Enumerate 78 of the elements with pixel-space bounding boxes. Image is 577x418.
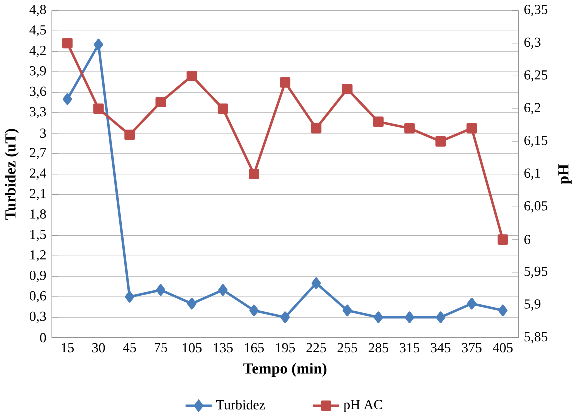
legend-label: pH AC: [344, 400, 382, 412]
x-tick-label: 405: [493, 343, 513, 353]
point: [374, 312, 384, 324]
point: [373, 116, 384, 128]
x-tick-label: 315: [400, 343, 420, 353]
y-tick-label: 1,2: [30, 250, 46, 262]
y-tick-label: 3,6: [30, 86, 46, 98]
x-tick-label: 375: [462, 343, 482, 353]
point: [94, 38, 104, 51]
point: [124, 130, 136, 140]
point: [218, 284, 228, 296]
point: [467, 298, 477, 310]
point: [62, 38, 73, 49]
y2-tick-label: 5,95: [524, 266, 548, 278]
x-axis-title: Tempo (min): [244, 363, 327, 378]
x-tick-label: 165: [245, 343, 264, 353]
y2-tick-label: 6: [524, 235, 531, 244]
point: [280, 78, 291, 88]
y2-tick-label: 6,2: [524, 103, 540, 115]
y-tick-label: 3,9: [30, 66, 46, 78]
y-tick-label: 2,7: [30, 148, 46, 160]
point: [62, 94, 72, 106]
x-tick-label: 225: [306, 343, 326, 353]
y-tick-label: 0,6: [30, 291, 46, 303]
y2-tick-label: 6,05: [524, 201, 548, 213]
x-tick-label: 345: [431, 343, 451, 353]
point: [187, 298, 197, 310]
y-tick-label: 1,8: [30, 210, 46, 221]
y-tick-label: 1,5: [30, 230, 46, 242]
y2-tick-label: 5,85: [524, 332, 548, 344]
y-tick-label: 2,4: [30, 168, 46, 180]
x-tick-label: 255: [338, 343, 358, 353]
x-tick-label: 15: [62, 343, 74, 353]
point: [436, 312, 446, 324]
point: [218, 104, 228, 114]
point: [156, 284, 166, 296]
y2-axis-title: pH: [558, 164, 572, 184]
point: [311, 123, 322, 134]
y2-tick-label: 5,9: [524, 300, 541, 311]
point: [466, 123, 478, 134]
point: [125, 291, 135, 303]
legend-label: Turbidez: [216, 400, 266, 410]
y-tick-label: 3: [40, 128, 46, 138]
y-tick-label: 3,3: [30, 107, 46, 119]
x-tick-label: 105: [182, 343, 202, 353]
y-tick-label: 2,1: [30, 189, 46, 200]
point: [342, 304, 352, 317]
y-tick-label: 0: [40, 333, 46, 343]
point: [342, 84, 353, 94]
x-tick-label: 195: [276, 343, 296, 353]
point: [312, 278, 322, 290]
point: [280, 312, 290, 324]
y2-tick-label: 6,1: [524, 168, 540, 180]
x-tick-label: 30: [92, 343, 106, 353]
point: [94, 104, 104, 114]
point: [404, 123, 415, 134]
y2-tick-label: 6,15: [524, 136, 548, 148]
x-tick-label: 285: [368, 343, 388, 353]
point: [249, 169, 260, 180]
x-tick-label: 135: [214, 343, 233, 353]
y2-tick-label: 6,25: [524, 70, 548, 82]
y2-tick-label: 6,3: [524, 38, 541, 50]
y-tick-label: 4,5: [30, 26, 46, 37]
point: [156, 97, 166, 108]
y-tick-label: 0,3: [30, 312, 46, 324]
point: [405, 312, 414, 324]
point: [436, 136, 446, 147]
y-axis-title: Turbidez (uT): [5, 129, 19, 220]
y-tick-label: 0,9: [30, 270, 46, 282]
x-tick-label: 75: [154, 343, 168, 353]
y2-tick-label: 6,35: [524, 5, 548, 16]
point: [186, 70, 198, 82]
y-tick-label: 4,8: [30, 5, 46, 16]
y-tick-label: 4,2: [30, 46, 46, 58]
point: [498, 234, 508, 245]
point: [498, 304, 508, 317]
point: [250, 304, 259, 317]
x-tick-label: 45: [123, 343, 136, 353]
